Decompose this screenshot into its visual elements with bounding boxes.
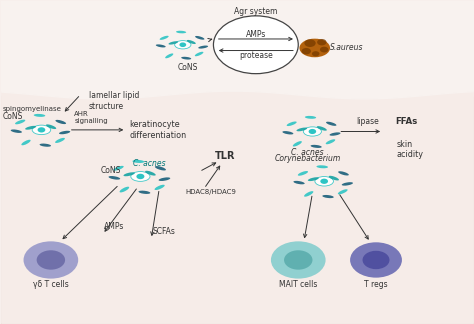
Ellipse shape xyxy=(34,114,46,117)
Circle shape xyxy=(180,42,186,47)
Ellipse shape xyxy=(145,171,156,176)
Text: AMPs: AMPs xyxy=(246,30,266,39)
Text: skin
acidity: skin acidity xyxy=(396,140,423,159)
Circle shape xyxy=(317,39,327,45)
Ellipse shape xyxy=(298,171,308,176)
Ellipse shape xyxy=(55,138,65,143)
Ellipse shape xyxy=(308,177,319,181)
Ellipse shape xyxy=(40,144,51,147)
Text: protease: protease xyxy=(239,51,273,60)
Ellipse shape xyxy=(305,116,316,119)
Text: CoNS: CoNS xyxy=(177,63,198,72)
Circle shape xyxy=(213,16,298,74)
Circle shape xyxy=(350,242,402,278)
Circle shape xyxy=(304,39,316,47)
Ellipse shape xyxy=(21,140,31,145)
Text: C. acnes: C. acnes xyxy=(292,148,324,157)
Ellipse shape xyxy=(300,39,330,57)
Ellipse shape xyxy=(293,141,302,146)
Circle shape xyxy=(37,127,46,133)
Ellipse shape xyxy=(174,40,191,49)
Ellipse shape xyxy=(132,160,145,163)
Ellipse shape xyxy=(59,131,70,134)
Ellipse shape xyxy=(55,120,66,124)
Ellipse shape xyxy=(303,127,321,136)
Text: AMPs: AMPs xyxy=(104,222,125,231)
Text: lipase: lipase xyxy=(356,117,379,126)
Ellipse shape xyxy=(159,177,170,181)
Text: TLR: TLR xyxy=(215,151,236,161)
Ellipse shape xyxy=(113,166,124,171)
Text: CoNS: CoNS xyxy=(100,166,121,175)
Ellipse shape xyxy=(138,191,150,194)
Text: Agr system: Agr system xyxy=(234,7,278,17)
Ellipse shape xyxy=(304,191,313,197)
Ellipse shape xyxy=(155,166,166,170)
Circle shape xyxy=(301,48,311,54)
Ellipse shape xyxy=(317,165,328,168)
Ellipse shape xyxy=(11,130,22,133)
Ellipse shape xyxy=(15,120,25,124)
Circle shape xyxy=(320,179,328,184)
Text: S.aureus: S.aureus xyxy=(330,43,364,52)
Text: Corynebacterium: Corynebacterium xyxy=(274,154,341,163)
Text: HDAC8/HDAC9: HDAC8/HDAC9 xyxy=(185,189,236,195)
Circle shape xyxy=(363,251,390,269)
Ellipse shape xyxy=(296,128,307,131)
Ellipse shape xyxy=(326,139,335,144)
Ellipse shape xyxy=(155,185,164,190)
Ellipse shape xyxy=(176,31,186,33)
Ellipse shape xyxy=(124,172,135,176)
Text: C. acnes: C. acnes xyxy=(133,159,166,168)
Ellipse shape xyxy=(198,46,208,49)
Ellipse shape xyxy=(25,126,36,130)
Text: spingomyelinase: spingomyelinase xyxy=(2,106,61,112)
Ellipse shape xyxy=(322,195,334,198)
Ellipse shape xyxy=(32,125,51,134)
Text: MAIT cells: MAIT cells xyxy=(279,280,318,289)
Circle shape xyxy=(309,129,316,134)
Ellipse shape xyxy=(187,40,196,44)
Ellipse shape xyxy=(109,176,120,179)
Text: CoNS: CoNS xyxy=(2,112,23,121)
Ellipse shape xyxy=(165,53,173,58)
Ellipse shape xyxy=(168,41,178,45)
Circle shape xyxy=(320,47,328,52)
Text: FFAs: FFAs xyxy=(395,117,417,126)
Ellipse shape xyxy=(329,133,340,136)
Ellipse shape xyxy=(283,131,293,134)
Text: γδ T cells: γδ T cells xyxy=(33,280,69,289)
Ellipse shape xyxy=(181,57,191,60)
Ellipse shape xyxy=(131,171,150,181)
Circle shape xyxy=(36,250,65,270)
Text: AHR
signalling: AHR signalling xyxy=(74,111,108,124)
Ellipse shape xyxy=(338,171,349,176)
Text: lamellar lipid
structure: lamellar lipid structure xyxy=(89,91,139,111)
Ellipse shape xyxy=(195,52,203,56)
Ellipse shape xyxy=(293,181,305,184)
Ellipse shape xyxy=(287,122,297,126)
Ellipse shape xyxy=(315,177,333,186)
Ellipse shape xyxy=(156,44,166,47)
Circle shape xyxy=(312,51,319,56)
Ellipse shape xyxy=(338,189,347,194)
Ellipse shape xyxy=(328,176,339,180)
Ellipse shape xyxy=(317,126,327,131)
Circle shape xyxy=(284,250,312,270)
Ellipse shape xyxy=(160,36,169,40)
Ellipse shape xyxy=(46,124,56,129)
Text: T regs: T regs xyxy=(364,280,388,289)
Ellipse shape xyxy=(342,182,353,186)
Circle shape xyxy=(24,241,78,279)
Ellipse shape xyxy=(310,145,322,148)
Text: SCFAs: SCFAs xyxy=(152,227,175,236)
Ellipse shape xyxy=(119,187,129,192)
Ellipse shape xyxy=(195,36,204,40)
Circle shape xyxy=(271,241,326,279)
Text: keratinocyte
differentiation: keratinocyte differentiation xyxy=(129,120,187,140)
Ellipse shape xyxy=(326,122,337,126)
Circle shape xyxy=(137,174,145,179)
